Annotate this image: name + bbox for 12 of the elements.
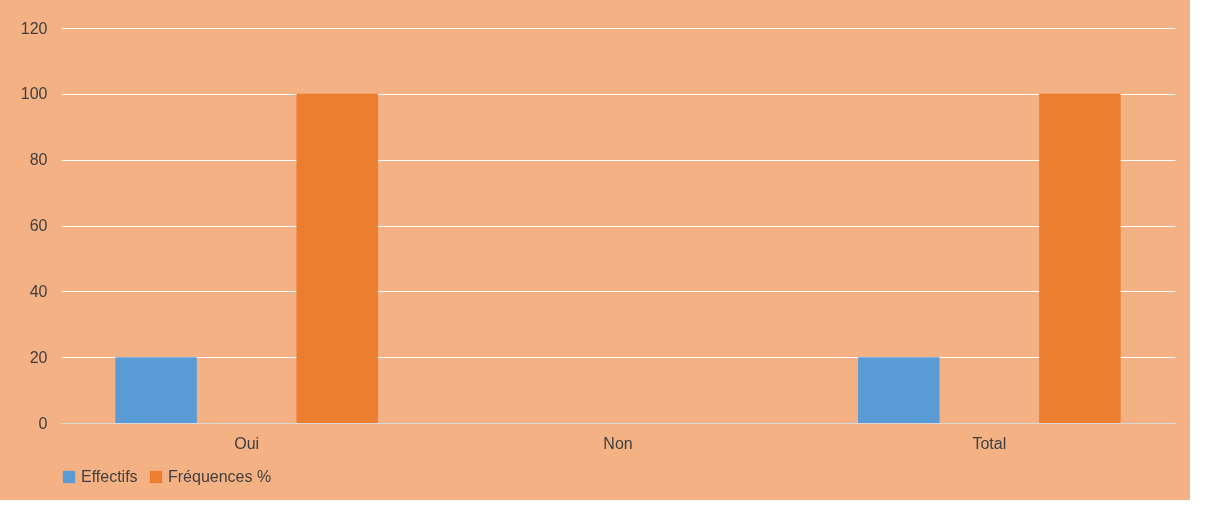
- x-tick-label: Total: [972, 434, 1007, 452]
- x-tick-label: Oui: [234, 434, 260, 452]
- y-tick-label: 100: [20, 85, 48, 103]
- y-tick-label: 20: [29, 348, 48, 366]
- legend-label: Fréquences %: [168, 468, 272, 485]
- x-tick-label: Non: [603, 434, 633, 452]
- y-tick-label: 60: [29, 217, 48, 234]
- y-tick-label: 40: [29, 282, 48, 300]
- legend-label: Effectifs: [81, 468, 138, 485]
- y-tick-label: 120: [20, 19, 48, 37]
- y-tick-label: 80: [29, 151, 48, 169]
- y-tick-label: 0: [38, 414, 48, 432]
